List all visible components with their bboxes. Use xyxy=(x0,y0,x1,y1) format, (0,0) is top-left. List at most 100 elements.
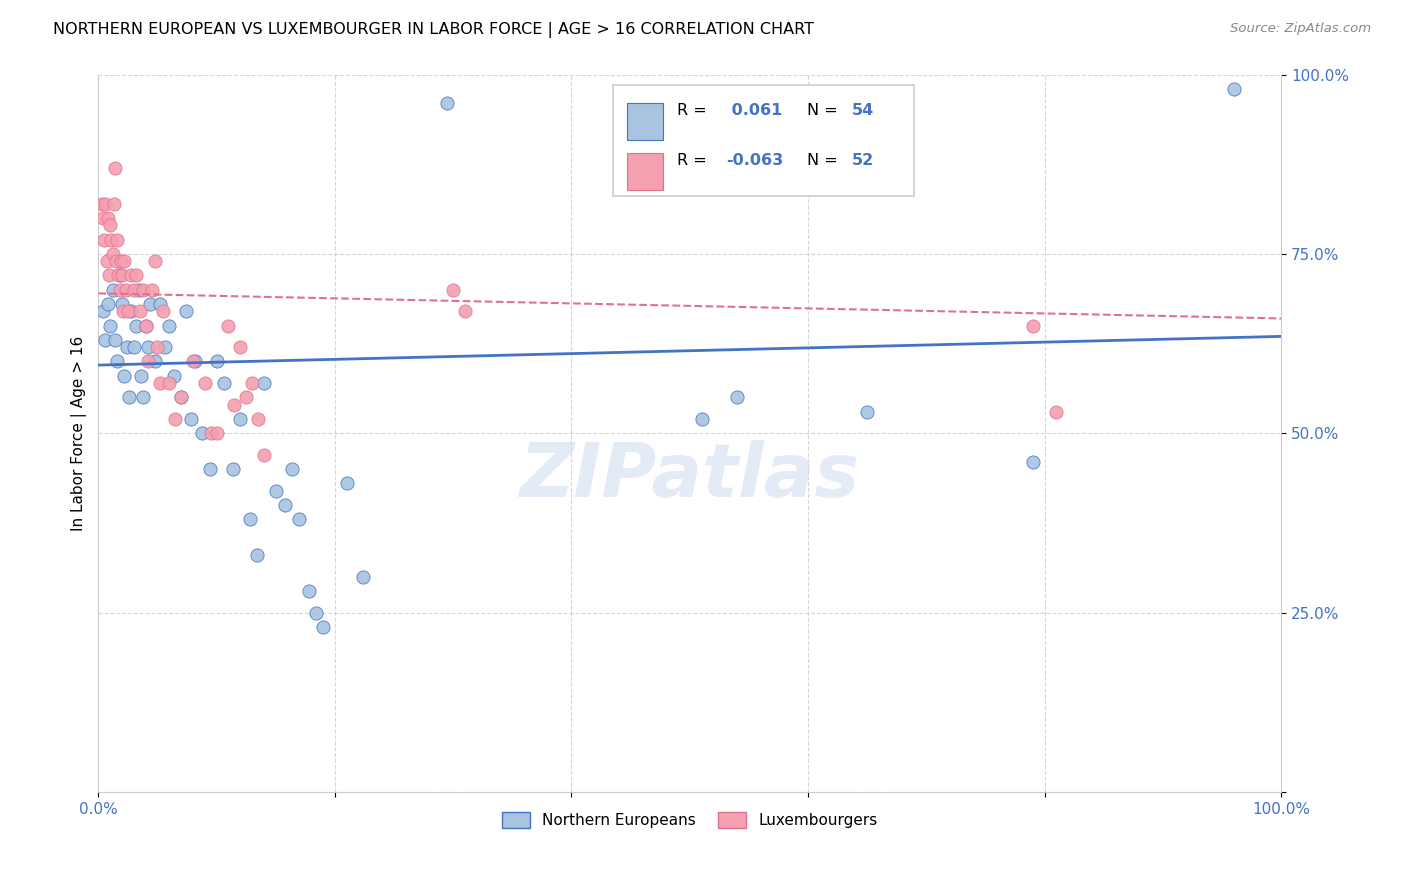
Point xyxy=(93,233,115,247)
Point xyxy=(247,412,270,426)
Point xyxy=(229,412,252,426)
Y-axis label: In Labor Force | Age > 16: In Labor Force | Age > 16 xyxy=(72,335,87,531)
Point xyxy=(253,376,276,390)
Text: N =: N = xyxy=(807,103,842,119)
Point xyxy=(135,318,157,333)
Point xyxy=(153,340,176,354)
Point xyxy=(1022,318,1045,333)
Point xyxy=(117,304,139,318)
Point xyxy=(128,304,150,318)
Point xyxy=(143,354,166,368)
Point xyxy=(1223,82,1246,96)
Point xyxy=(157,376,180,390)
Text: N =: N = xyxy=(807,153,842,169)
Text: 52: 52 xyxy=(852,153,875,169)
Point xyxy=(264,483,287,498)
Point xyxy=(125,318,148,333)
Point xyxy=(246,548,269,562)
Point xyxy=(114,283,136,297)
Point xyxy=(101,247,124,261)
Point xyxy=(165,412,187,426)
Point xyxy=(105,354,128,368)
Point xyxy=(198,462,221,476)
Point xyxy=(298,584,321,599)
Point xyxy=(146,340,169,354)
Point xyxy=(312,620,335,634)
Point xyxy=(112,368,135,383)
Point xyxy=(112,254,135,268)
Point xyxy=(111,268,134,283)
Point xyxy=(98,268,121,283)
Point xyxy=(105,233,128,247)
Point xyxy=(184,354,207,368)
Point xyxy=(180,412,202,426)
Point xyxy=(253,448,276,462)
Point xyxy=(1022,455,1045,469)
Point xyxy=(200,426,222,441)
Text: 0.061: 0.061 xyxy=(727,103,783,119)
Point xyxy=(288,512,311,526)
Point xyxy=(118,390,141,404)
Point xyxy=(229,340,252,354)
Point xyxy=(112,304,135,318)
Text: NORTHERN EUROPEAN VS LUXEMBOURGER IN LABOR FORCE | AGE > 16 CORRELATION CHART: NORTHERN EUROPEAN VS LUXEMBOURGER IN LAB… xyxy=(53,22,814,38)
Point xyxy=(122,283,145,297)
Point xyxy=(305,606,328,620)
Point xyxy=(194,376,217,390)
Text: ZIPatlas: ZIPatlas xyxy=(520,440,859,513)
Point xyxy=(690,412,713,426)
Point xyxy=(97,297,120,311)
Point xyxy=(224,398,246,412)
Point xyxy=(135,318,157,333)
Point xyxy=(91,211,114,225)
Point xyxy=(132,283,155,297)
Point xyxy=(856,405,879,419)
FancyBboxPatch shape xyxy=(613,86,914,196)
FancyBboxPatch shape xyxy=(627,153,662,190)
Point xyxy=(441,283,464,297)
Point xyxy=(170,390,193,404)
Point xyxy=(136,340,159,354)
Point xyxy=(125,268,148,283)
Point xyxy=(121,304,143,318)
Point xyxy=(222,462,245,476)
Point xyxy=(94,333,117,347)
Point xyxy=(108,283,131,297)
Text: -0.063: -0.063 xyxy=(727,153,783,169)
Point xyxy=(141,283,163,297)
Text: R =: R = xyxy=(676,103,711,119)
Point xyxy=(139,297,162,311)
Point xyxy=(111,297,134,311)
Point xyxy=(352,570,374,584)
Point xyxy=(1045,405,1067,419)
Point xyxy=(128,283,150,297)
Point xyxy=(240,376,263,390)
Point xyxy=(108,268,131,283)
Point xyxy=(94,196,117,211)
Point xyxy=(212,376,235,390)
Point xyxy=(152,304,174,318)
Text: 54: 54 xyxy=(852,103,875,119)
Point xyxy=(115,340,138,354)
Point xyxy=(454,304,477,318)
Point xyxy=(205,354,228,368)
Point xyxy=(110,254,132,268)
Point xyxy=(129,368,152,383)
Point xyxy=(98,318,121,333)
Point xyxy=(132,390,155,404)
Point xyxy=(122,340,145,354)
Point xyxy=(235,390,257,404)
Point xyxy=(149,297,172,311)
Point xyxy=(90,196,112,211)
Point xyxy=(217,318,239,333)
Point xyxy=(281,462,304,476)
Point xyxy=(105,254,128,268)
Point xyxy=(103,196,125,211)
Point xyxy=(181,354,204,368)
Point xyxy=(104,161,127,175)
Point xyxy=(274,498,297,512)
Point xyxy=(143,254,166,268)
Point xyxy=(97,211,120,225)
Text: R =: R = xyxy=(676,153,711,169)
Point xyxy=(149,376,172,390)
